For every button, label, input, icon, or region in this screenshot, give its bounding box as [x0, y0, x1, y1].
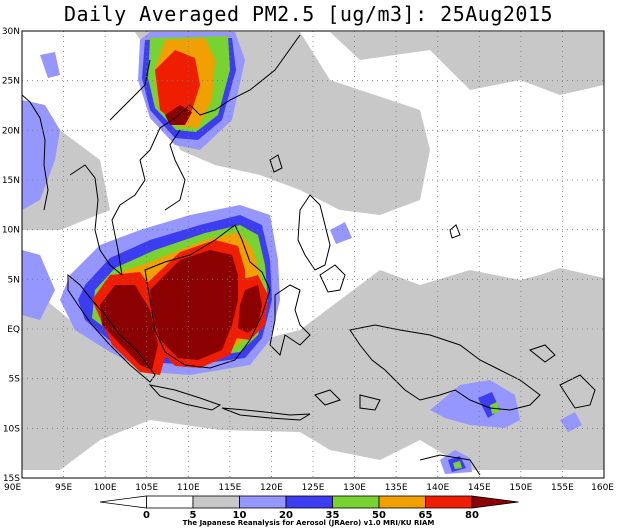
map-title: Daily Averaged PM2.5 [ug/m3]: 25Aug2015 — [63, 2, 554, 26]
lat-tick-label: 25N — [2, 77, 20, 87]
lon-tick-label: 140E — [426, 483, 449, 493]
colorbar-segment — [146, 495, 194, 509]
lat-tick-label: 30N — [2, 27, 20, 37]
map-frame — [21, 30, 605, 479]
colorbar-segment — [378, 495, 426, 509]
colorbar-level-label: 50 — [372, 510, 386, 521]
colorbar-level-label: 0 — [143, 510, 150, 521]
lat-tick-label: 20N — [2, 126, 20, 136]
coastlines — [22, 34, 596, 476]
longitude-labels: 90E 95E 100E 105E 110E 115E 120E 125E 130E 135E 14… — [4, 483, 614, 493]
colorbar-segment — [239, 495, 287, 509]
gridlines — [22, 31, 604, 478]
lon-tick-label: 125E — [302, 483, 325, 493]
lat-tick-label: 15S — [3, 474, 20, 484]
lon-tick-label: 100E — [94, 483, 117, 493]
lon-tick-label: 105E — [135, 483, 158, 493]
colorbar: 0 5 10 20 35 50 65 80 — [99, 495, 519, 521]
lon-tick-label: 120E — [260, 483, 283, 493]
credit-text: The Japanese Reanalysis for Aerosol (JRA… — [182, 519, 435, 527]
lat-tick-label: 10S — [3, 424, 20, 434]
lon-tick-label: 145E — [468, 483, 491, 493]
colorbar-level-label: 35 — [326, 510, 340, 521]
lon-tick-label: 160E — [591, 483, 614, 493]
colorbar-segment — [99, 495, 147, 509]
lat-tick-label: EQ — [7, 325, 20, 335]
colorbar-level-label: 80 — [465, 510, 479, 521]
lon-tick-label: 115E — [218, 483, 241, 493]
pm25-layer-80-plus — [100, 105, 262, 370]
lon-tick-label: 150E — [509, 483, 532, 493]
colorbar-level-label: 5 — [190, 510, 197, 521]
lat-tick-label: 5N — [8, 275, 20, 285]
colorbar-level-label: 20 — [279, 510, 293, 521]
colorbar-segment — [425, 495, 473, 509]
colorbar-level-label: 65 — [419, 510, 433, 521]
lon-tick-label: 95E — [55, 483, 72, 493]
latitude-labels: 30N 25N 20N 15N 10N 5N EQ 5S 10S 15S — [2, 27, 20, 484]
lon-tick-label: 110E — [177, 483, 200, 493]
colorbar-level-label: 10 — [233, 510, 247, 521]
lat-tick-label: 5S — [9, 375, 21, 385]
lon-tick-label: 155E — [551, 483, 574, 493]
lat-tick-label: 10N — [2, 226, 20, 236]
lat-tick-label: 15N — [2, 176, 20, 186]
colorbar-segment — [285, 495, 333, 509]
colorbar-segment — [332, 495, 380, 509]
lon-tick-label: 130E — [343, 483, 366, 493]
lon-tick-label: 90E — [4, 483, 21, 493]
colorbar-segment — [471, 495, 519, 509]
lon-tick-label: 135E — [385, 483, 408, 493]
colorbar-segment — [192, 495, 240, 509]
